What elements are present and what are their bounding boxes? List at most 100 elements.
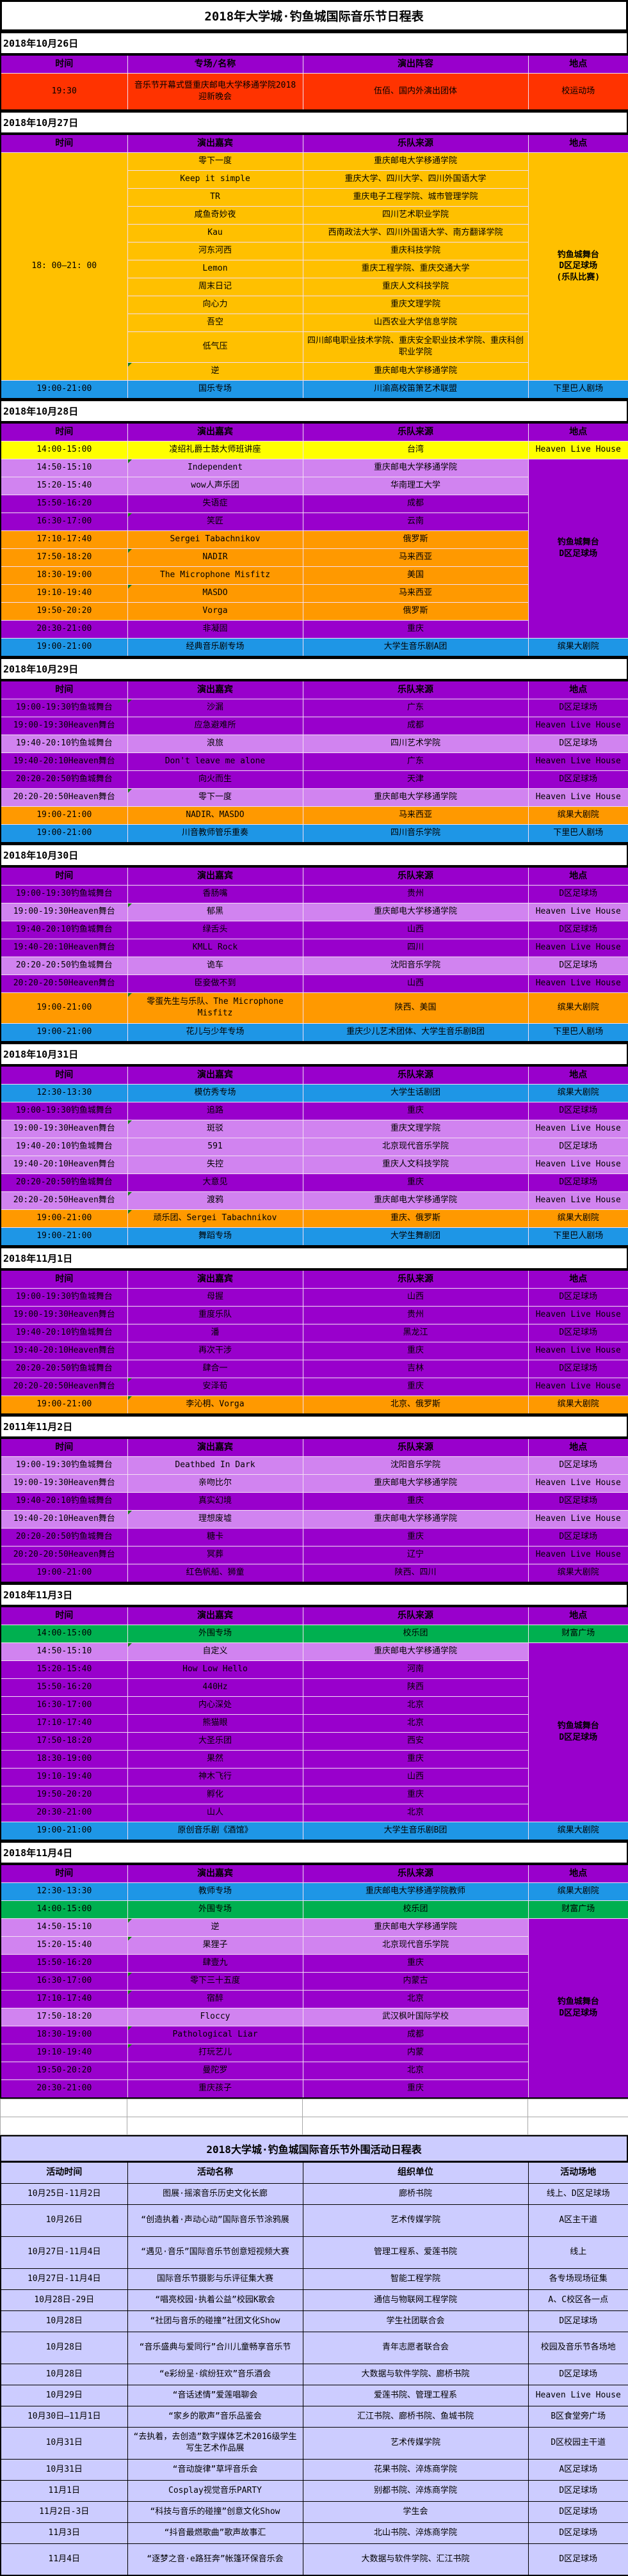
cell: 伍佰、国内外演出团体 [303, 74, 528, 110]
cell: 缤果大剧院 [528, 1882, 628, 1900]
cell: 20:20-20:50Heaven舞台 [1, 1378, 127, 1395]
cell: 北京现代音乐学院 [303, 1138, 528, 1156]
cell: 学生会 [303, 2501, 528, 2522]
cell: 河东河西 [127, 242, 303, 260]
cell: 内心深处 [127, 1696, 303, 1714]
cell: 大圣乐团 [127, 1732, 303, 1750]
column-header: 乐队来源 [303, 1066, 528, 1085]
cell: 孵化 [127, 1786, 303, 1804]
cell: D区足球场 [528, 921, 628, 939]
cell: 安泽荀 [127, 1378, 303, 1395]
cell: 图展·摇滚音乐历史文化长廊 [127, 2183, 303, 2204]
cell: 艺术传媒学院 [303, 2204, 528, 2236]
cell: 沈阳音乐学院 [303, 957, 528, 974]
cell: D区足球场 [528, 2480, 628, 2501]
column-header: 时间 [1, 1607, 127, 1625]
column-header: 地点 [528, 681, 628, 699]
cell: Heaven Live House [528, 1510, 628, 1528]
cell: Lemon [127, 260, 303, 278]
cell: 校园及音乐节各场地 [528, 2332, 628, 2364]
cell: 10月30日—11月1日 [1, 2406, 127, 2427]
cell-flag-icon [128, 993, 132, 997]
cell: 山西 [303, 1768, 528, 1786]
cell: 国际音乐节摄影与乐评征集大赛 [127, 2268, 303, 2289]
cell: 20:20-20:50Heaven舞台 [1, 1546, 127, 1564]
cell: Heaven Live House [528, 1156, 628, 1173]
cell: 重庆邮电大学移通学院 [303, 1510, 528, 1528]
cell: 19:00-21:00 [1, 1564, 127, 1582]
cell: D区足球场 [528, 1138, 628, 1156]
cell: 国乐专场 [127, 380, 303, 399]
cell: 贵州 [303, 1306, 528, 1324]
cell: 17:50-18:20 [1, 1732, 127, 1750]
cell: 成都 [303, 717, 528, 735]
cell: 重庆文理学院 [303, 296, 528, 314]
date-header: 2018年11月1日 [0, 1246, 628, 1269]
cell: 大学生话剧团 [303, 1084, 528, 1102]
cell: 19:00-19:30Heaven舞台 [1, 717, 127, 735]
cell: 11月4日 [1, 2543, 127, 2575]
cell: 廊桥书院 [303, 2183, 528, 2204]
cell: 大数据与软件学院、廊桥书院 [303, 2364, 528, 2385]
cell: 11月1日 [1, 2480, 127, 2501]
cell: 20:30-21:00 [1, 620, 127, 638]
schedule-section-table [0, 2099, 628, 2135]
cell: 重庆 [303, 1378, 528, 1395]
cell: 20:20-20:50钓鱼城舞台 [1, 957, 127, 974]
cell: 西南政法大学、四川外国语大学、南方翻译学院 [303, 224, 528, 242]
column-header: 乐队来源 [303, 867, 528, 886]
cell-flag-icon [128, 2026, 132, 2030]
column-header: 乐队来源 [303, 1270, 528, 1289]
cell: 山西农业大学信息学院 [303, 314, 528, 331]
cell: 19:00-21:00 [1, 824, 127, 843]
cell: 19:40-20:10钓鱼城舞台 [1, 1324, 127, 1342]
cell: “抖音最燃歌曲”歌声故事汇 [127, 2522, 303, 2543]
cell: “唱亮校园·执着公益”校园K歌会 [127, 2289, 303, 2310]
cell: 笑匠 [127, 513, 303, 530]
cell: 北京 [303, 2062, 528, 2079]
cell: 19:00-21:00 [1, 992, 127, 1023]
cell: NADIR [127, 548, 303, 566]
cell: 低气压 [127, 331, 303, 362]
cell: 凌绍礼爵士鼓大师班讲座 [127, 441, 303, 459]
cell: 缤果大剧院 [528, 1209, 628, 1227]
cell: 17:10-17:40 [1, 1990, 127, 2008]
cell: D区足球场 [528, 2364, 628, 2385]
page-title: 2018年大学城·钓鱼城国际音乐节日程表 [0, 0, 628, 31]
cell: 19:50-20:20 [1, 602, 127, 620]
cell: 15:50-16:20 [1, 495, 127, 513]
cell: 零下一度 [127, 152, 303, 170]
column-header: 地点 [528, 55, 628, 74]
cell: 向心力 [127, 296, 303, 314]
cell: 重庆科技学院 [303, 242, 528, 260]
cell: 川音教师管乐重奏 [127, 824, 303, 843]
cell: 19:30 [1, 74, 127, 110]
column-header: 组织单位 [303, 2162, 528, 2184]
cell: 重庆人文科技学院 [303, 1156, 528, 1173]
cell: 北山书院、淬炼商学院 [303, 2522, 528, 2543]
cell: 19:40-20:10钓鱼城舞台 [1, 1138, 127, 1156]
cell: 重庆 [303, 1102, 528, 1120]
cell: 成都 [303, 2026, 528, 2044]
cell: 重庆电子工程学院、城市管理学院 [303, 188, 528, 206]
cell: 14:50-15:10 [1, 459, 127, 477]
cell: 20:20-20:50钓鱼城舞台 [1, 1173, 127, 1191]
column-header: 乐队来源 [303, 1864, 528, 1883]
cell: 沈阳音乐学院 [303, 1456, 528, 1474]
cell: 理想废墟 [127, 1510, 303, 1528]
cell [303, 2099, 528, 2117]
cell: A区主干道 [528, 2204, 628, 2236]
cell: 19:10-19:40 [1, 584, 127, 602]
column-header: 演出嘉宾 [127, 867, 303, 886]
cell: 重庆工程学院、重庆交通大学 [303, 260, 528, 278]
cell: “音话述情”爱莲唱聊会 [127, 2385, 303, 2406]
cell: 缤果大剧院 [528, 1084, 628, 1102]
